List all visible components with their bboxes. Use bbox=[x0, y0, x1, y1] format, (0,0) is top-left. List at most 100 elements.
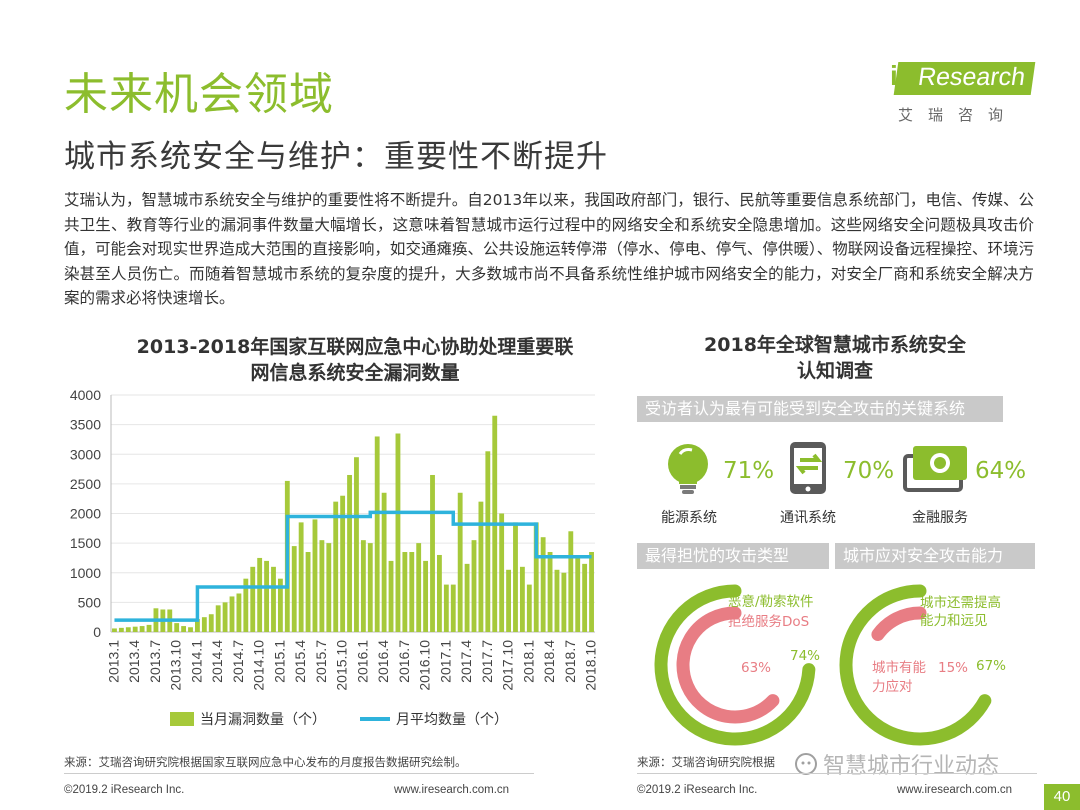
y-tick-label: 500 bbox=[78, 594, 102, 610]
malware-percent: 74% bbox=[790, 648, 821, 664]
y-tick-label: 3000 bbox=[70, 446, 101, 462]
bar bbox=[443, 584, 449, 632]
watermark-text: 智慧城市行业动态 bbox=[823, 754, 1000, 779]
watermark: 智慧城市行业动态 bbox=[795, 748, 999, 780]
bar bbox=[533, 522, 539, 632]
bar bbox=[354, 457, 359, 632]
telecom-label: 通讯系统 bbox=[780, 510, 836, 526]
url-left: www.iresearch.com.cn bbox=[394, 784, 510, 796]
need-improve-label-2: 能力和远见 bbox=[920, 613, 988, 629]
capable-percent: 15% bbox=[938, 660, 969, 676]
x-tick-label: 2016.1 bbox=[354, 640, 370, 683]
dos-percent: 63% bbox=[741, 660, 772, 676]
y-tick-label: 4000 bbox=[70, 387, 101, 403]
bar bbox=[112, 628, 117, 632]
bar bbox=[264, 560, 269, 632]
bar bbox=[485, 451, 491, 632]
intro-paragraph: 艾瑞认为，智慧城市系统安全与维护的重要性将不断提升。自2013年以来，我国政府部… bbox=[64, 191, 1034, 307]
page-title: 未来机会领域 bbox=[64, 69, 334, 120]
donut-charts bbox=[654, 584, 992, 746]
bar bbox=[139, 626, 145, 632]
bar bbox=[305, 552, 311, 632]
bar bbox=[526, 584, 532, 632]
bar bbox=[333, 501, 339, 632]
x-tick-label: 2016.10 bbox=[417, 640, 433, 691]
bar bbox=[174, 623, 180, 632]
key-systems-header: 受访者认为最有可能受到安全攻击的关键系统 bbox=[637, 396, 1003, 422]
y-tick-label: 0 bbox=[93, 624, 101, 640]
bar bbox=[582, 563, 588, 632]
telecom-percent: 70% bbox=[843, 458, 895, 484]
bar bbox=[416, 543, 422, 632]
need-improve-percent: 67% bbox=[976, 658, 1007, 674]
x-tick-label: 2015.4 bbox=[292, 640, 308, 683]
bar bbox=[575, 557, 581, 632]
x-tick-label: 2018.1 bbox=[520, 640, 536, 683]
bar bbox=[367, 543, 373, 632]
bar bbox=[243, 578, 249, 632]
attack-donut bbox=[654, 584, 816, 746]
malware-arc bbox=[654, 584, 816, 746]
chart-legend: 当月漏洞数量（个） 月平均数量（个） bbox=[170, 709, 508, 729]
x-tick-label: 2018.7 bbox=[562, 640, 578, 683]
bar bbox=[464, 563, 470, 632]
right-panel-title-line2: 认知调查 bbox=[796, 360, 873, 382]
vulnerability-bar-chart: 0 500 1000 1500 2000 2500 3000 3500 4000 2013.1 20… bbox=[70, 387, 599, 691]
bar bbox=[347, 474, 352, 632]
bar bbox=[208, 614, 214, 632]
source-left: 来源：艾瑞咨询研究院根据国家互联网应急中心发布的月度报告数据研究绘制。 bbox=[64, 755, 467, 769]
bar bbox=[277, 578, 283, 632]
bar bbox=[195, 618, 200, 632]
page-subtitle: 城市系统安全与维护：重要性不断提升 bbox=[64, 139, 608, 175]
bar bbox=[326, 543, 332, 632]
x-tick-label: 2016.7 bbox=[396, 640, 412, 683]
capable-arc bbox=[871, 606, 927, 641]
bar bbox=[181, 626, 187, 632]
bar bbox=[395, 433, 401, 632]
legend-bar-swatch bbox=[170, 712, 194, 726]
left-chart-title-line1: 2013-2018年国家互联网应急中心协助处理重要联 bbox=[136, 336, 574, 358]
y-tick-label: 3500 bbox=[70, 417, 101, 433]
y-tick-label: 1500 bbox=[70, 535, 101, 551]
x-tick-label: 2017.10 bbox=[500, 640, 516, 691]
capable-label-1: 城市有能 bbox=[872, 660, 926, 676]
footer-divider-right bbox=[637, 773, 1037, 774]
bar bbox=[215, 605, 221, 632]
bar bbox=[298, 522, 304, 632]
city-ability-header: 城市应对安全攻击能力 bbox=[835, 543, 1035, 569]
right-panel-title-line1: 2018年全球智慧城市系统安全 bbox=[704, 334, 966, 356]
bar bbox=[118, 627, 124, 632]
url-right: www.iresearch.com.cn bbox=[897, 784, 1013, 796]
left-chart-title: 2013-2018年国家互联网应急中心协助处理重要联 网信息系统安全漏洞数量 bbox=[100, 334, 610, 386]
x-tick-label: 2018.4 bbox=[541, 640, 557, 683]
right-panel-title: 2018年全球智慧城市系统安全 认知调查 bbox=[660, 332, 1010, 384]
iresearch-logo: Research i 艾瑞咨询 bbox=[890, 58, 1036, 128]
bar bbox=[229, 596, 235, 632]
bar bbox=[471, 540, 477, 632]
x-tick-label: 2018.10 bbox=[583, 640, 599, 691]
bar bbox=[547, 552, 553, 632]
energy-label: 能源系统 bbox=[661, 510, 717, 526]
page-number: 40 bbox=[1044, 784, 1080, 810]
bar bbox=[236, 593, 242, 632]
logo-i: i bbox=[890, 60, 898, 91]
lightbulb-icon bbox=[660, 440, 716, 500]
bar bbox=[201, 617, 207, 632]
bar bbox=[437, 554, 442, 632]
x-tick-label: 2015.10 bbox=[334, 640, 350, 691]
x-tick-label: 2014.10 bbox=[251, 640, 267, 691]
copyright-right: ©2019.2 iResearch Inc. bbox=[637, 784, 758, 796]
dos-arc bbox=[676, 606, 780, 724]
bar bbox=[125, 627, 131, 632]
bar bbox=[499, 513, 505, 632]
logo-cn: 艾瑞咨询 bbox=[898, 106, 1019, 124]
x-tick-label: 2013.1 bbox=[105, 640, 121, 683]
attack-type-header: 最得担忧的攻击类型 bbox=[637, 543, 829, 569]
footer-divider-left bbox=[64, 773, 534, 774]
legend-line-label: 月平均数量（个） bbox=[396, 712, 508, 728]
bar bbox=[430, 474, 435, 632]
banknote-icon bbox=[903, 444, 969, 496]
capable-label-2: 力应对 bbox=[872, 679, 913, 695]
average-line bbox=[114, 510, 592, 622]
bar bbox=[450, 584, 456, 632]
